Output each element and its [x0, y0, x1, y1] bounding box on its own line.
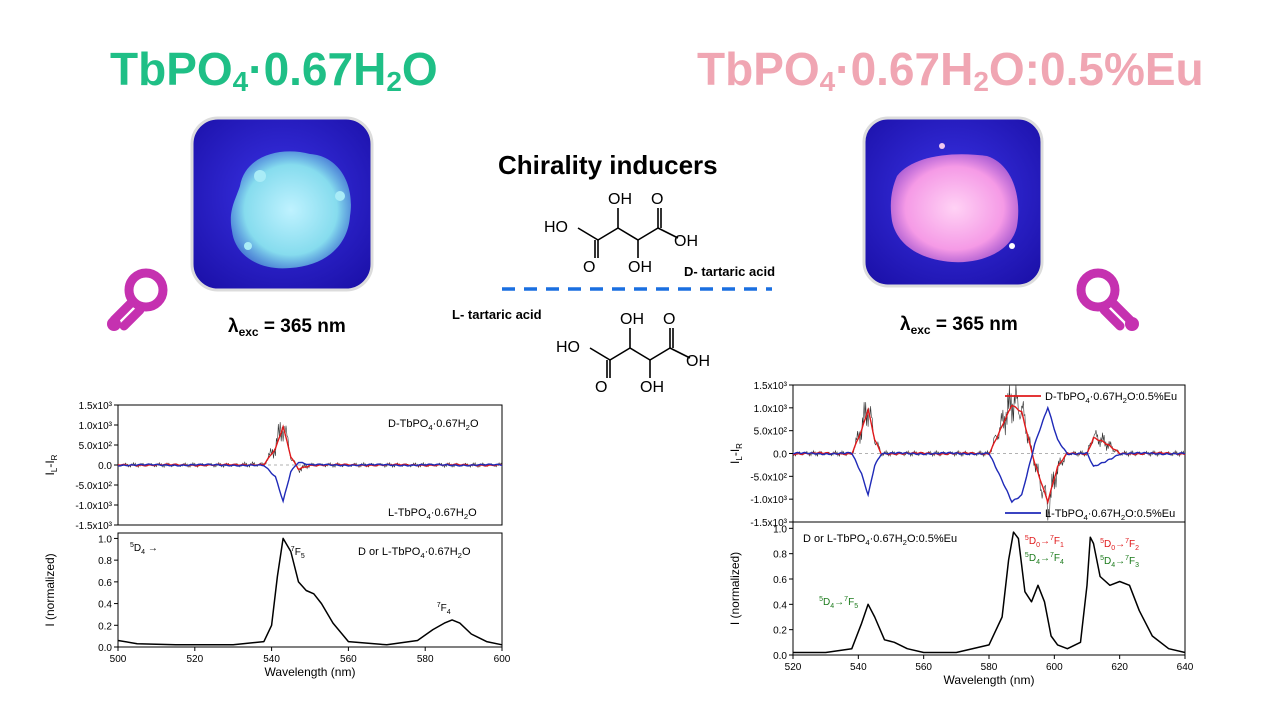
- atom-o: O: [663, 311, 675, 328]
- atom-o: O: [595, 379, 607, 396]
- legend-l: L-TbPO4·0.67H2O: [388, 507, 477, 521]
- chart-tb-eu: 1.5x10³ 1.0x10³ 5.0x10² 0.0 -5.0x10² -1.0x10³…: [728, 381, 1194, 687]
- x-tick-label: 600: [1046, 662, 1063, 673]
- y-tick-label: 0.0: [98, 643, 112, 654]
- atom-oh: OH: [620, 311, 644, 328]
- emission-series: [793, 531, 1186, 654]
- y-tick-label: 0.6: [773, 575, 787, 586]
- chart-tb: 1.5x10³ 1.0x10³ 5.0x10² 0.0 -5.0x10² -1.0x10³…: [43, 401, 511, 679]
- atom-oh: OH: [674, 233, 698, 250]
- y-tick-label: 0.0: [773, 651, 787, 662]
- y-tick-label: 0.6: [98, 578, 112, 589]
- x-tick-label: 620: [1111, 662, 1128, 673]
- x-tick-label: 520: [785, 662, 802, 673]
- emission-series: [117, 537, 503, 646]
- cpl-y-tick-label: 5.0x10²: [79, 441, 113, 452]
- x-tick-label: 600: [494, 654, 511, 665]
- annotation-d4-f4: 5D4→7F4: [1025, 552, 1064, 566]
- x-axis-label: Wavelength (nm): [944, 673, 1035, 687]
- y-tick-label: 1.0: [773, 524, 787, 535]
- emission-frame: [117, 532, 503, 648]
- annotation-d0-f1: 5D0→7F1: [1025, 535, 1064, 549]
- emission-legend: D or L-TbPO4·0.67H2O:0.5%Eu: [803, 533, 957, 547]
- atom-ho: HO: [544, 219, 568, 236]
- y-tick-label: 1.0: [98, 534, 112, 545]
- x-tick-label: 540: [850, 662, 867, 673]
- cpl-y-label: IL-IR: [728, 443, 744, 464]
- legend-d: D-TbPO4·0.67H2O: [388, 418, 479, 432]
- annotation-f5: 7F5: [291, 546, 305, 560]
- d-tartaric-label: D- tartaric acid: [684, 264, 776, 279]
- emission-legend: D or L-TbPO4·0.67H2O: [358, 546, 471, 560]
- cpl-y-tick-label: 1.0x10³: [79, 421, 113, 432]
- legend-l: L-TbPO4·0.67H2O:0.5%Eu: [1045, 508, 1175, 522]
- title-tb: TbPO4·0.67H2O: [110, 43, 438, 97]
- atom-oh: OH: [686, 353, 710, 370]
- l-tartaric-label: L- tartaric acid: [452, 307, 542, 322]
- y-axis-label: I (normalized): [43, 553, 57, 626]
- annotation-d0-f2: 5D0→7F2: [1100, 538, 1139, 552]
- y-tick-label: 0.8: [773, 550, 787, 561]
- x-tick-label: 520: [186, 654, 203, 665]
- atom-ho: HO: [556, 339, 580, 356]
- atom-o: O: [583, 259, 595, 276]
- cpl-y-tick-label: -1.0x10³: [75, 501, 112, 512]
- atom-oh: OH: [628, 259, 652, 276]
- y-tick-label: 0.4: [98, 600, 112, 611]
- legend-d: D-TbPO4·0.67H2O:0.5%Eu: [1045, 391, 1177, 405]
- cpl-y-label: IL-IR: [43, 454, 59, 475]
- d-tartaric-acid-structure: HO O OH OH O OH: [544, 191, 698, 276]
- atom-oh: OH: [608, 191, 632, 208]
- sample-photo-tb: [190, 116, 374, 292]
- cpl-y-tick-label: 0.0: [98, 461, 112, 472]
- x-tick-label: 560: [340, 654, 357, 665]
- atom-oh: OH: [640, 379, 664, 396]
- cpl-y-tick-label: -1.5x10³: [75, 521, 112, 532]
- cpl-series-d: [117, 424, 503, 471]
- title-tb-eu: TbPO4·0.67H2O:0.5%Eu: [697, 43, 1204, 97]
- light-bulb-icon: [107, 268, 168, 331]
- annotation-d4-f3: 5D4→7F3: [1100, 555, 1139, 569]
- light-bulb-icon: [1076, 268, 1139, 331]
- y-tick-label: 0.4: [773, 600, 787, 611]
- cpl-y-tick-label: -5.0x10²: [750, 472, 787, 483]
- cpl-y-tick-label: 5.0x10²: [754, 427, 788, 438]
- x-axis-label: Wavelength (nm): [265, 665, 356, 679]
- y-tick-label: 0.2: [773, 626, 787, 637]
- cpl-y-tick-label: 0.0: [773, 450, 787, 461]
- cpl-series-l: [118, 461, 503, 504]
- y-tick-label: 0.8: [98, 556, 112, 567]
- cpl-y-tick-label: -1.5x10³: [750, 518, 787, 529]
- cpl-y-tick-label: -1.0x10³: [750, 495, 787, 506]
- atom-o: O: [651, 191, 663, 208]
- y-axis-label: I (normalized): [728, 552, 742, 625]
- x-tick-label: 640: [1177, 662, 1194, 673]
- separator-line: [502, 287, 772, 291]
- cpl-y-tick-label: 1.5x10³: [754, 381, 788, 392]
- l-tartaric-acid-structure: HO O OH OH O OH: [556, 311, 710, 396]
- cpl-y-tick-label: 1.5x10³: [79, 401, 113, 412]
- cpl-y-tick-label: 1.0x10³: [754, 404, 788, 415]
- sample-photo-tb-eu: [862, 116, 1044, 288]
- x-tick-label: 580: [981, 662, 998, 673]
- x-tick-label: 560: [915, 662, 932, 673]
- cpl-series-l: [792, 405, 1186, 504]
- y-tick-label: 0.2: [98, 621, 112, 632]
- cpl-y-tick-label: -5.0x10²: [75, 481, 112, 492]
- x-tick-label: 540: [263, 654, 280, 665]
- annotation-d4-f5: 5D4→7F5: [819, 596, 858, 610]
- x-tick-label: 500: [110, 654, 127, 665]
- annotation-d4: 5D4 →: [130, 542, 158, 556]
- annotation-f4: 7F4: [437, 602, 451, 616]
- chirality-inducers-title: Chirality inducers: [498, 150, 718, 180]
- x-tick-label: 580: [417, 654, 434, 665]
- excitation-label-tb-eu: λexc = 365 nm: [900, 314, 1018, 337]
- excitation-label-tb: λexc = 365 nm: [228, 316, 346, 339]
